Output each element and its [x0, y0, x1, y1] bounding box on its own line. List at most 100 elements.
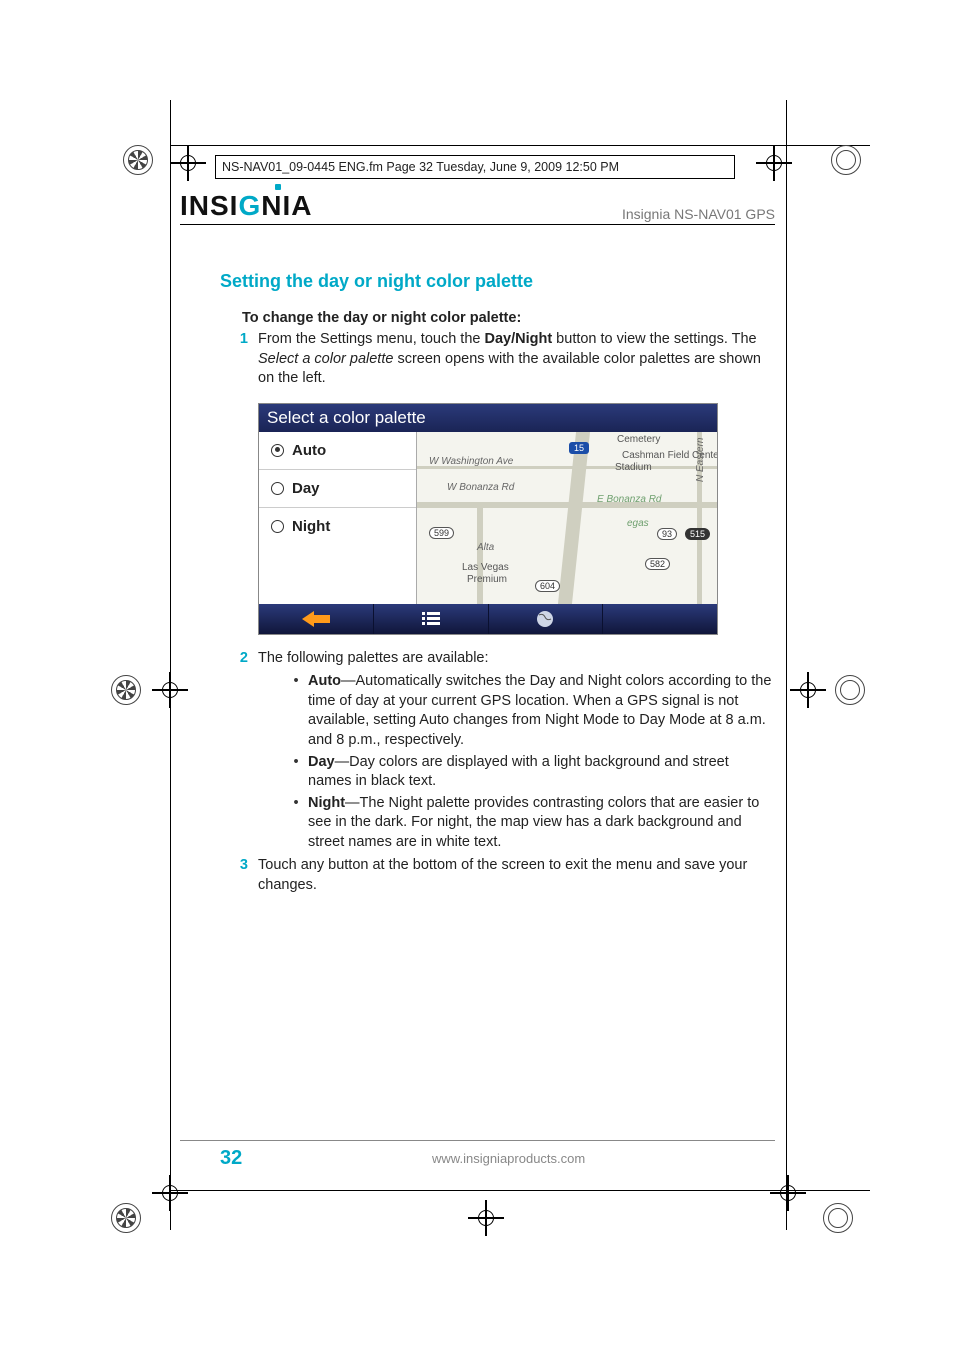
device-screen-title: Select a color palette	[259, 404, 717, 432]
map-label: Alta	[477, 542, 494, 553]
route-shield: 582	[645, 558, 670, 570]
map-road	[417, 502, 717, 508]
bullet-day: •Day—Day colors are displayed with a lig…	[284, 753, 775, 792]
footer-spacer	[603, 604, 717, 634]
map-label: W Bonanza Rd	[447, 482, 514, 493]
section-heading: Setting the day or night color palette	[220, 271, 775, 292]
radio-icon	[271, 482, 284, 495]
registration-mark-icon	[108, 672, 144, 708]
route-shield: 604	[535, 580, 560, 592]
text-bold: Auto	[308, 673, 341, 689]
palette-option-auto[interactable]: Auto	[259, 432, 416, 470]
palette-option-day[interactable]: Day	[259, 470, 416, 508]
radio-icon	[271, 444, 284, 457]
logo-text-pre: INSI	[180, 190, 238, 221]
content-area: INSIGNIA Insignia NS-NAV01 GPS Setting t…	[180, 190, 775, 895]
route-shield: 599	[429, 527, 454, 539]
footer-url: www.insigniaproducts.com	[432, 1151, 585, 1166]
arrow-left-icon	[302, 611, 330, 627]
procedure-heading: To change the day or night color palette…	[242, 310, 775, 326]
page-number: 32	[220, 1147, 242, 1170]
back-button[interactable]	[259, 604, 374, 634]
globe-icon	[536, 610, 554, 628]
header-note: NS-NAV01_09-0445 ENG.fm Page 32 Tuesday,…	[215, 155, 735, 179]
map-road	[558, 432, 590, 604]
crop-line	[170, 100, 171, 1230]
map-label: E Bonanza Rd	[597, 494, 662, 505]
device-footer	[259, 604, 717, 634]
device-screenshot: Select a color palette Auto Day	[258, 403, 718, 635]
text-italic: Select a color palette	[258, 351, 393, 367]
bullet-body: Auto—Automatically switches the Day and …	[308, 672, 775, 750]
map-label: W Washington Ave	[429, 456, 513, 467]
map-label: Stadium	[615, 462, 652, 473]
step-body: The following palettes are available: •A…	[258, 649, 775, 853]
register-cross-icon	[756, 145, 792, 181]
text: —The Night palette provides contrasting …	[308, 795, 759, 850]
page-footer: 32 www.insigniaproducts.com	[180, 1140, 775, 1170]
bullet-icon: •	[284, 672, 308, 750]
route-shield: 93	[657, 528, 677, 540]
header-row: INSIGNIA Insignia NS-NAV01 GPS	[180, 190, 775, 225]
bullet-body: Day—Day colors are displayed with a ligh…	[308, 753, 775, 792]
map-label: N Eastern	[695, 437, 706, 481]
brand-logo: INSIGNIA	[180, 190, 312, 222]
logo-accent-dot-icon	[275, 184, 281, 190]
option-label: Day	[292, 480, 320, 497]
route-shield: 15	[569, 442, 589, 454]
map-label: egas	[627, 518, 649, 529]
step-3: 3 Touch any button at the bottom of the …	[220, 856, 775, 895]
step-number: 3	[220, 856, 248, 895]
map-preview: Cemetery Cashman Field Center Stadium N …	[417, 432, 717, 604]
option-label: Night	[292, 518, 330, 535]
map-road	[477, 502, 483, 604]
step-1: 1 From the Settings menu, touch the Day/…	[220, 330, 775, 389]
section: Setting the day or night color palette T…	[180, 225, 775, 895]
steps-list: 1 From the Settings menu, touch the Day/…	[220, 330, 775, 389]
text: button to view the settings. The	[552, 331, 756, 347]
bullet-list: •Auto—Automatically switches the Day and…	[284, 672, 775, 852]
registration-mark-icon	[108, 1200, 144, 1236]
map-label: Premium	[467, 574, 507, 585]
map-label: Las Vegas	[462, 562, 509, 573]
bullet-icon: •	[284, 753, 308, 792]
register-cross-icon	[468, 1200, 504, 1236]
step-body: Touch any button at the bottom of the sc…	[258, 856, 775, 895]
palette-option-list: Auto Day Night	[259, 432, 417, 604]
registration-mark-icon	[820, 1200, 856, 1236]
palette-option-night[interactable]: Night	[259, 508, 416, 545]
text: The following palettes are available:	[258, 650, 489, 666]
bullet-auto: •Auto—Automatically switches the Day and…	[284, 672, 775, 750]
radio-icon	[271, 520, 284, 533]
step-2: 2 The following palettes are available: …	[220, 649, 775, 853]
register-cross-icon	[770, 1175, 806, 1211]
registration-mark-icon	[828, 142, 864, 178]
page: NS-NAV01_09-0445 ENG.fm Page 32 Tuesday,…	[0, 0, 954, 1351]
text-bold: Day	[308, 754, 335, 770]
text-bold: Day/Night	[484, 331, 552, 347]
register-cross-icon	[170, 145, 206, 181]
option-label: Auto	[292, 442, 326, 459]
step-number: 2	[220, 649, 248, 853]
globe-button[interactable]	[489, 604, 604, 634]
step-number: 1	[220, 330, 248, 389]
step-body: From the Settings menu, touch the Day/Ni…	[258, 330, 775, 389]
text: From the Settings menu, touch the	[258, 331, 484, 347]
map-label: Cemetery	[617, 434, 660, 445]
bullet-icon: •	[284, 794, 308, 853]
bullet-body: Night—The Night palette provides contras…	[308, 794, 775, 853]
registration-mark-icon	[120, 142, 156, 178]
menu-button[interactable]	[374, 604, 489, 634]
bullet-night: •Night—The Night palette provides contra…	[284, 794, 775, 853]
steps-list-2: 2 The following palettes are available: …	[220, 649, 775, 896]
crop-line	[786, 100, 787, 1230]
register-cross-icon	[790, 672, 826, 708]
route-shield: 515	[685, 528, 710, 540]
crop-line	[170, 1190, 870, 1191]
logo-text-post: NIA	[261, 190, 312, 221]
register-cross-icon	[152, 1175, 188, 1211]
list-icon	[422, 612, 440, 626]
logo-text-accent: G	[238, 190, 261, 221]
text: —Automatically switches the Day and Nigh…	[308, 673, 771, 748]
device-screen-body: Auto Day Night	[259, 432, 717, 604]
